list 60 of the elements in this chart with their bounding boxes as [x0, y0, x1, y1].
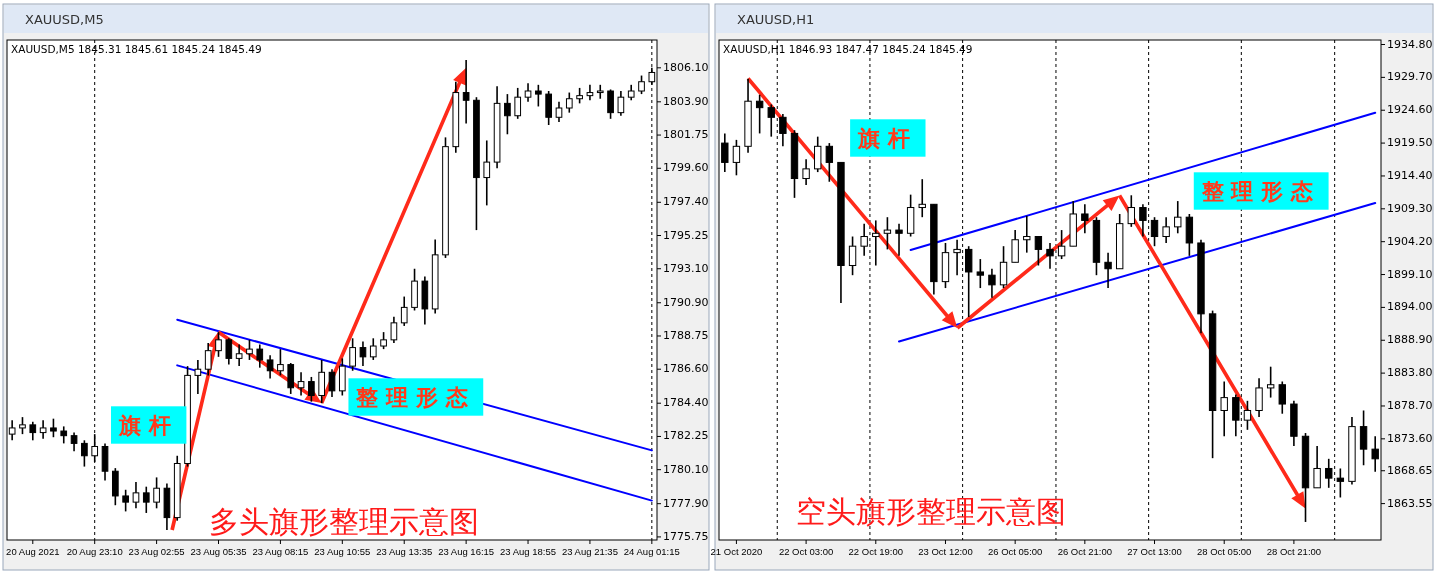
x-tick-label: 28 Oct 21:00	[1266, 546, 1322, 557]
x-tick-label: 23 Aug 16:15	[438, 546, 495, 557]
x-tick-label: 23 Aug 02:55	[128, 546, 185, 557]
annotation: 旗杆	[118, 412, 179, 438]
annotation: 整理形态	[1200, 178, 1321, 204]
y-tick-label: 1780.10	[663, 462, 709, 476]
chart-title: XAUUSD,H1	[737, 12, 815, 27]
y-tick-label: 1799.60	[663, 161, 709, 175]
x-tick-label: 23 Aug 08:15	[252, 546, 309, 557]
y-tick-label: 1909.30	[1387, 201, 1433, 215]
x-tick-label: 26 Oct 05:00	[987, 546, 1043, 557]
x-tick-label: 21 Oct 2020	[710, 546, 763, 557]
y-tick-label: 1806.10	[663, 60, 709, 74]
y-tick-label: 1899.10	[1387, 267, 1433, 281]
y-tick-label: 1777.90	[663, 496, 709, 510]
x-tick-label: 24 Aug 01:15	[623, 546, 680, 557]
annotation: 旗杆	[857, 125, 918, 151]
x-tick-label: 23 Aug 05:35	[190, 546, 247, 557]
y-tick-label: 1888.90	[1387, 333, 1433, 347]
y-tick-label: 1784.40	[663, 396, 709, 410]
chart-title: XAUUSD,M5	[25, 12, 104, 27]
y-tick-label: 1904.20	[1387, 234, 1433, 248]
y-tick-label: 1863.55	[1387, 496, 1433, 510]
x-tick-label: 22 Oct 19:00	[848, 546, 903, 557]
y-tick-label: 1894.00	[1387, 300, 1433, 314]
y-tick-label: 1793.10	[663, 261, 709, 275]
y-tick-label: 1934.80	[1387, 37, 1433, 51]
y-tick-label: 1914.40	[1387, 168, 1433, 182]
y-tick-label: 1801.75	[663, 128, 709, 142]
x-tick-label: 20 Aug 23:10	[66, 546, 123, 557]
x-tick-label: 22 Oct 03:00	[778, 546, 834, 557]
y-tick-label: 1868.65	[1387, 463, 1433, 477]
y-tick-label: 1795.25	[663, 228, 709, 242]
annotation: 空头旗形整理示意图	[795, 494, 1066, 529]
x-tick-label: 23 Aug 18:55	[500, 546, 557, 557]
chart-subtitle: XAUUSD,H1 1846.93 1847.47 1845.24 1845.49	[723, 43, 973, 55]
y-tick-label: 1782.25	[663, 429, 709, 443]
y-tick-label: 1803.90	[663, 94, 709, 108]
x-tick-label: 28 Oct 05:00	[1197, 546, 1252, 557]
y-tick-label: 1790.90	[663, 295, 709, 309]
x-tick-label: 23 Aug 13:35	[376, 546, 433, 557]
x-tick-label: 20 Aug 2021	[6, 546, 60, 557]
y-tick-label: 1797.40	[663, 195, 709, 209]
y-tick-label: 1786.60	[663, 362, 709, 376]
y-tick-label: 1919.50	[1387, 136, 1433, 150]
y-tick-label: 1929.70	[1387, 70, 1433, 84]
y-tick-label: 1878.70	[1387, 398, 1433, 412]
annotation: 整理形态	[355, 384, 476, 410]
y-tick-label: 1788.75	[663, 328, 709, 342]
y-tick-label: 1883.80	[1387, 366, 1433, 380]
chart-subtitle: XAUUSD,M5 1845.31 1845.61 1845.24 1845.49	[11, 43, 262, 55]
annotation: 多头旗形整理示意图	[209, 504, 480, 539]
y-tick-label: 1924.60	[1387, 103, 1433, 117]
x-tick-label: 26 Oct 21:00	[1057, 546, 1113, 557]
y-tick-label: 1873.60	[1387, 431, 1433, 445]
x-tick-label: 23 Oct 12:00	[918, 546, 973, 557]
x-tick-label: 23 Aug 21:35	[561, 546, 618, 557]
y-tick-label: 1775.75	[663, 529, 709, 543]
x-tick-label: 27 Oct 13:00	[1127, 546, 1182, 557]
x-tick-label: 23 Aug 10:55	[314, 546, 371, 557]
